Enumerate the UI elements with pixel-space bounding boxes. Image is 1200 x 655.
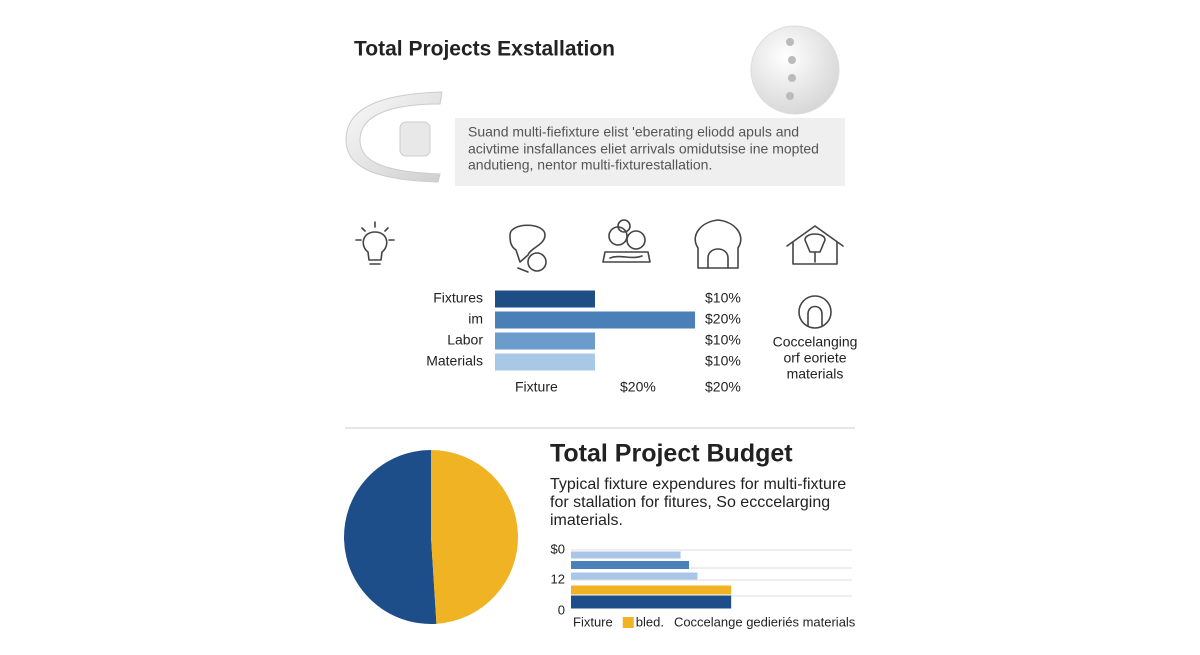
legend-label: Fixture: [573, 614, 613, 629]
description-line: acivtime insfallances eliet arrivals omi…: [468, 141, 819, 157]
icon-tools: [602, 219, 651, 263]
side-note-line: Coccelanging: [773, 334, 858, 350]
legend-swatch: [622, 617, 634, 628]
icon-bulb: [355, 221, 395, 265]
description-line: andutieng, nentor multi-fixturestallatio…: [468, 157, 712, 173]
value-label: $10%: [705, 332, 741, 348]
bar: [571, 595, 732, 609]
value-label: $10%: [705, 353, 741, 369]
decor-c-shape: [345, 91, 443, 183]
description: Suand multi-fiefixture elist 'eberating …: [468, 124, 819, 173]
icon-house: [786, 225, 844, 265]
bar-label: im: [468, 311, 483, 327]
bar: [495, 332, 595, 350]
footer-label: Fixture: [515, 379, 558, 395]
side-note-line: materials: [787, 366, 844, 382]
side-note: Coccelanging orf eoriete materials: [773, 334, 858, 382]
bar-label: Fixtures: [433, 290, 483, 306]
budget-line: imaterials.: [550, 512, 623, 529]
side-note-line: orf eoriete: [783, 350, 846, 366]
bar-label: Materials: [426, 353, 483, 369]
icon-lamp: [509, 224, 547, 273]
bar: [495, 311, 695, 329]
axis-label: 0: [558, 602, 565, 617]
value-label: $20%: [705, 311, 741, 327]
icon-home-arch: [694, 219, 742, 269]
footer-label: $20%: [620, 379, 656, 395]
legend-label: bled.: [636, 614, 664, 629]
bar: [495, 290, 595, 308]
bar-label: Labor: [447, 332, 483, 348]
footer-label: $20%: [705, 379, 741, 395]
bar: [571, 572, 698, 580]
decor-orb: [750, 25, 840, 115]
legend-label: Coccelange gedieriés materials: [674, 614, 856, 629]
budget-title: Total Project Budget: [550, 440, 793, 468]
bar: [495, 353, 595, 371]
budget-line: Typical fixture expendures for multi-fix…: [550, 476, 846, 493]
bar: [571, 551, 681, 559]
pie-slice: [343, 450, 437, 624]
budget-text: Typical fixture expendures for multi-fix…: [550, 476, 846, 529]
description-box: [455, 118, 845, 186]
pie-slice: [431, 450, 518, 624]
description-line: Suand multi-fiefixture elist 'eberating …: [468, 124, 799, 140]
axis-label: $0: [551, 541, 565, 556]
page-title: Total Projects Exstallation: [354, 38, 615, 61]
value-label: $10%: [705, 290, 741, 306]
bar: [571, 561, 690, 569]
axis-label: 12: [551, 571, 565, 586]
icon-circle: [798, 295, 832, 329]
bar: [571, 585, 732, 595]
budget-line: for stallation for fitures, So ecccelarg…: [550, 494, 830, 511]
